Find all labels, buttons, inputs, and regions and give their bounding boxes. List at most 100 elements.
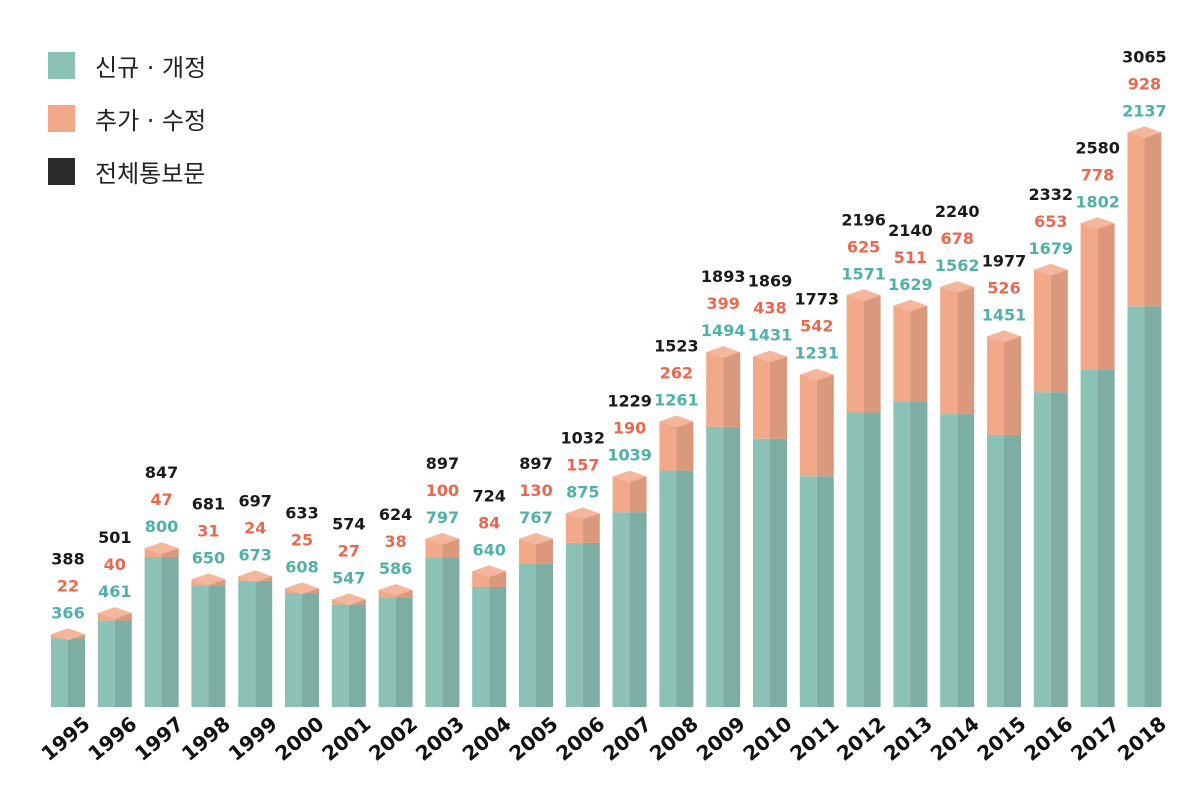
label-new-1998: 650 [192,548,225,567]
label-added-1998: 31 [197,521,219,540]
bar-group-2003 [425,532,460,707]
label-added-2000: 25 [291,530,313,549]
bar-added-side-2010 [770,356,787,439]
label-total-2003: 897 [426,454,459,473]
label-new-2015: 1451 [982,305,1027,324]
legend-swatch-new [48,51,75,79]
bar-added-side-2008 [676,421,694,471]
label-added-2018: 928 [1128,74,1161,93]
bar-new-side-1999 [255,580,273,707]
bar-new-side-2010 [770,438,787,707]
bar-new-side-1995 [68,638,85,707]
bars-layer [51,126,1162,707]
bar-group-2001 [331,593,366,707]
bar-group-2013 [893,299,928,707]
bar-new-2003 [425,557,443,707]
bar-group-1996 [97,607,132,707]
bar-added-2015 [987,336,1004,435]
label-added-1999: 24 [244,518,266,537]
x-tick-2004: 2004 [458,712,516,766]
legend-label-added: 추가 · 수정 [95,106,207,135]
bar-top-cap-2001 [331,593,366,606]
bar-new-2002 [378,597,396,707]
label-total-2000: 633 [285,503,318,522]
bar-new-side-2002 [395,597,413,707]
label-total-1998: 681 [192,494,225,513]
label-added-2010: 438 [753,299,786,318]
bar-new-2009 [706,426,724,707]
bar-new-side-2011 [816,476,834,707]
bar-top-cap-1998 [191,573,226,586]
bar-new-side-2005 [536,563,553,707]
bar-top-cap-2005 [519,532,553,545]
bar-top-cap-2007 [612,470,647,483]
x-tick-1997: 1997 [130,712,188,766]
bar-group-1997 [144,542,179,707]
x-tick-2006: 2006 [551,712,609,766]
bar-group-2006 [565,507,600,707]
label-new-1996: 461 [98,582,131,601]
label-new-2006: 875 [566,483,599,502]
label-added-2008: 262 [660,363,693,382]
label-total-1996: 501 [98,528,131,547]
bar-group-2007 [612,470,647,707]
x-tick-2000: 2000 [270,712,328,766]
label-new-2013: 1629 [888,275,933,294]
bar-new-1995 [51,638,68,707]
legend-swatch-added [48,104,75,132]
label-new-2016: 1679 [1029,239,1074,258]
label-total-2002: 624 [379,505,412,524]
bar-new-side-2006 [582,542,600,707]
bar-group-2010 [753,350,787,707]
bar-new-side-2014 [957,414,975,707]
x-tick-2005: 2005 [504,712,562,766]
bar-added-1996 [97,613,115,621]
bar-added-2003 [425,538,443,558]
label-new-2000: 608 [285,557,318,576]
x-tick-2016: 2016 [1019,712,1077,766]
x-tick-2011: 2011 [785,712,843,766]
label-total-2010: 1869 [748,272,793,291]
label-total-2012: 2196 [841,210,886,229]
label-added-1996: 40 [104,555,126,574]
bar-top-cap-1999 [238,570,273,583]
bar-top-cap-2015 [987,330,1021,343]
bar-added-side-2006 [582,513,600,543]
bar-added-side-2003 [442,538,460,558]
legend-item-new: 신규 · 개정 [48,51,206,82]
bar-new-side-2018 [1144,306,1162,707]
bar-new-2008 [659,470,677,707]
x-tick-2015: 2015 [972,712,1030,766]
bar-new-side-1996 [114,620,132,707]
legend-item-total: 전체통보문 [48,157,206,188]
label-added-2011: 542 [800,317,833,336]
bar-new-side-2016 [1050,392,1068,707]
x-tick-2008: 2008 [645,712,703,766]
bar-added-side-2017 [1097,223,1115,370]
bar-group-2015 [987,330,1021,707]
label-added-2003: 100 [426,481,459,500]
label-total-2001: 574 [332,514,365,533]
bar-new-side-1998 [208,585,226,707]
bar-added-side-2011 [816,374,834,477]
bar-added-2016 [1033,269,1051,393]
bar-group-2014 [940,281,975,707]
bar-new-2000 [285,593,302,707]
x-tick-2013: 2013 [879,712,937,766]
bar-group-2008 [659,415,694,707]
label-added-2014: 678 [940,229,973,248]
label-new-2007: 1039 [607,446,652,465]
x-tick-2017: 2017 [1066,712,1124,766]
bar-added-2011 [799,374,817,477]
label-total-1995: 388 [51,549,84,568]
label-total-2015: 1977 [982,251,1027,270]
x-tick-2009: 2009 [692,712,750,766]
bar-top-cap-2017 [1080,217,1115,230]
legend-label-new: 신규 · 개정 [95,53,207,82]
label-added-2006: 157 [566,456,599,475]
bar-new-side-2008 [676,470,694,707]
bar-group-2004 [472,565,507,707]
bar-group-2009 [706,346,741,707]
label-new-2008: 1261 [654,390,699,409]
bar-new-1996 [97,620,115,707]
